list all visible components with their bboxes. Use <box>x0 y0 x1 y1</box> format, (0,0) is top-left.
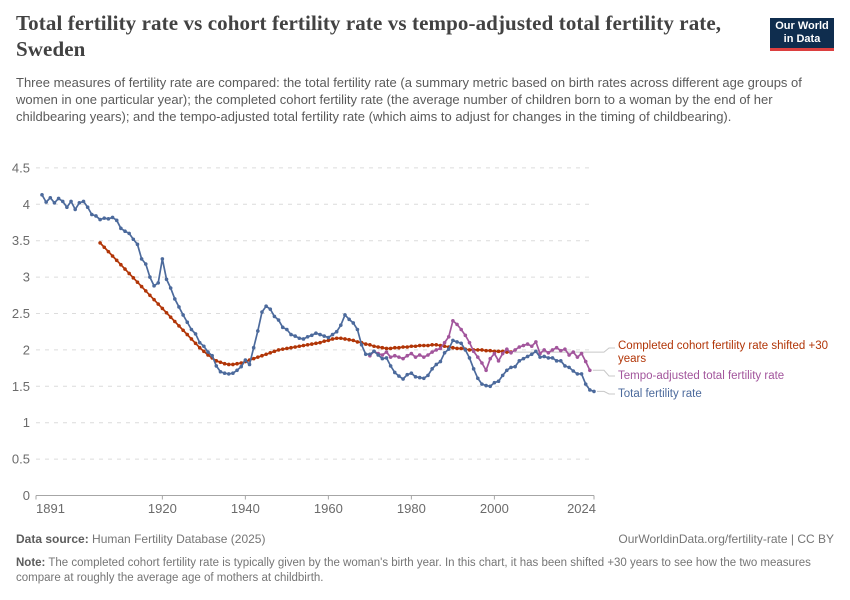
legend-tfr-label: Total fertility rate <box>618 388 702 400</box>
x-axis-tick-label: 1891 <box>36 501 65 516</box>
note-label: Note: <box>16 557 46 569</box>
legend-connector <box>513 347 615 353</box>
x-axis-tick-label: 1920 <box>148 501 177 516</box>
legend-connector <box>597 390 615 395</box>
footer: Data source: Human Fertility Database (2… <box>16 532 834 546</box>
total-fertility-rate-markers <box>40 193 596 394</box>
tempo-adjusted-total-fertility-rate-markers <box>368 318 592 373</box>
data-source-line: Data source: Human Fertility Database (2… <box>16 532 265 546</box>
legend-tempo-label: Tempo-adjusted total fertility rate <box>618 370 785 382</box>
x-axis-tick-label: 1960 <box>314 501 343 516</box>
owid-cc-link[interactable]: OurWorldinData.org/fertility-rate | CC B… <box>618 532 834 546</box>
total-fertility-rate-line[interactable] <box>41 194 595 393</box>
y-axis-tick-label: 2 <box>23 342 30 357</box>
data-source-label: Data source: <box>16 532 89 546</box>
y-axis-tick-label: 3 <box>23 270 30 285</box>
x-axis-tick-label: 1940 <box>231 501 260 516</box>
data-source-value: Human Fertility Database (2025) <box>92 532 266 546</box>
note-text: The completed cohort fertility rate is t… <box>16 557 811 584</box>
legend-cohort-fertility[interactable]: Completed cohort fertility rate shifted … <box>618 340 848 366</box>
y-axis-tick-label: 0 <box>23 488 30 503</box>
y-axis-tick-label: 4 <box>23 197 30 212</box>
legend-connector <box>592 369 615 377</box>
page-title: Total fertility rate vs cohort fertility… <box>16 11 722 61</box>
x-axis-tick-label: 1980 <box>397 501 426 516</box>
chart-subtitle: Three measures of fertility rate are com… <box>16 75 802 124</box>
y-axis-tick-label: 1 <box>23 415 30 430</box>
owid-logo: Our World in Data <box>770 18 834 51</box>
y-axis-tick-label: 0.5 <box>12 452 30 467</box>
legend-tempo-adjusted[interactable]: Tempo-adjusted total fertility rate <box>618 370 848 383</box>
y-axis-tick-label: 2.5 <box>12 306 30 321</box>
y-axis-tick-label: 3.5 <box>12 233 30 248</box>
owid-logo-line2: in Data <box>783 33 821 45</box>
owid-logo-line1: Our World <box>775 20 829 32</box>
x-axis-tick-label: 2024 <box>567 501 596 516</box>
footnote: Note: The completed cohort fertility rat… <box>16 556 826 586</box>
y-axis-tick-label: 1.5 <box>12 379 30 394</box>
legend-total-fertility[interactable]: Total fertility rate <box>618 388 848 401</box>
legend-cohort-label: Completed cohort fertility rate shifted … <box>618 340 828 365</box>
x-axis-tick-label: 2000 <box>480 501 509 516</box>
y-axis-tick-label: 4.5 <box>12 160 30 175</box>
fertility-line-chart[interactable]: 0 0.5 1 1.5 2 2.5 3 3.5 4 4.5 1891 1920 1940 1960 1980… <box>0 160 850 530</box>
